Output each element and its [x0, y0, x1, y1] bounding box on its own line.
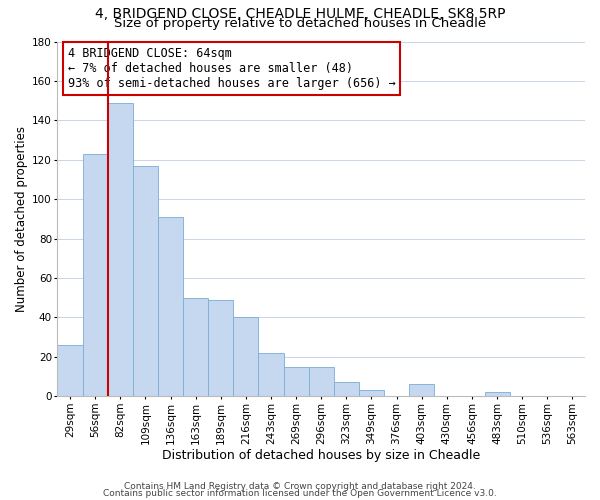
Bar — [409, 384, 434, 396]
Bar — [183, 298, 208, 396]
Bar — [208, 300, 233, 396]
Bar — [308, 366, 334, 396]
Bar — [334, 382, 359, 396]
Bar — [233, 318, 259, 396]
Bar — [284, 366, 308, 396]
Text: 4, BRIDGEND CLOSE, CHEADLE HULME, CHEADLE, SK8 5RP: 4, BRIDGEND CLOSE, CHEADLE HULME, CHEADL… — [95, 8, 505, 22]
Bar — [108, 102, 133, 397]
Bar — [83, 154, 108, 396]
Bar — [133, 166, 158, 396]
Bar — [158, 217, 183, 396]
Bar — [58, 345, 83, 397]
Bar — [359, 390, 384, 396]
Bar — [259, 353, 284, 397]
Text: Contains public sector information licensed under the Open Government Licence v3: Contains public sector information licen… — [103, 489, 497, 498]
Text: Size of property relative to detached houses in Cheadle: Size of property relative to detached ho… — [114, 18, 486, 30]
Text: 4 BRIDGEND CLOSE: 64sqm
← 7% of detached houses are smaller (48)
93% of semi-det: 4 BRIDGEND CLOSE: 64sqm ← 7% of detached… — [68, 47, 396, 90]
Bar — [485, 392, 509, 396]
X-axis label: Distribution of detached houses by size in Cheadle: Distribution of detached houses by size … — [162, 450, 481, 462]
Text: Contains HM Land Registry data © Crown copyright and database right 2024.: Contains HM Land Registry data © Crown c… — [124, 482, 476, 491]
Y-axis label: Number of detached properties: Number of detached properties — [15, 126, 28, 312]
